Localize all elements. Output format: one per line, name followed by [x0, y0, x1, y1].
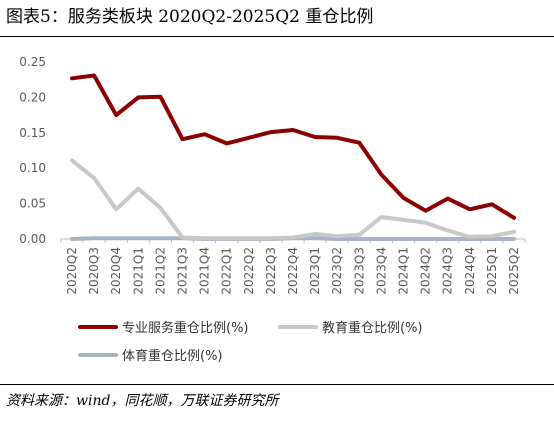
- y-tick-label: 0.25: [19, 55, 46, 69]
- x-tick-label: 2024Q3: [441, 247, 455, 295]
- x-tick-label: 2022Q2: [242, 247, 256, 295]
- x-tick-label: 2020Q2: [65, 247, 79, 295]
- legend-label: 教育重仓比例(%): [322, 320, 423, 336]
- legend-label: 体育重仓比例(%): [122, 348, 223, 364]
- x-tick-label: 2025Q1: [485, 247, 499, 295]
- series-line-0: [70, 73, 516, 220]
- y-axis: 0.00 0.05 0.10 0.15 0.20 0.25: [19, 55, 46, 246]
- x-tick-label: 2023Q4: [374, 247, 388, 295]
- x-tick-label: 2023Q3: [352, 247, 366, 295]
- x-tick-label: 2024Q4: [463, 247, 477, 295]
- x-tick-label: 2024Q2: [419, 247, 433, 295]
- x-tick-label: 2023Q1: [308, 247, 322, 295]
- y-tick-label: 0.15: [19, 126, 46, 140]
- x-axis: 2020Q2 2020Q3 2020Q4 2021Q1 2021Q2 2021Q3 2021…: [60, 238, 526, 295]
- x-tick-label: 2022Q4: [286, 247, 300, 295]
- source-note: 资料来源：wind，同花顺，万联证券研究所: [6, 393, 279, 409]
- x-tick-label: 2020Q4: [109, 247, 123, 295]
- x-tick-label: 2023Q2: [330, 247, 344, 295]
- chart-title: 图表5：服务类板块 2020Q2-2025Q2 重仓比例: [6, 7, 374, 27]
- y-tick-label: 0.00: [19, 232, 46, 246]
- source-divider: [0, 384, 554, 385]
- line-chart: 0.000.050.100.150.200.25 2020Q2 2020Q3 202…: [19, 55, 526, 364]
- x-tick-label: 2024Q1: [397, 247, 411, 295]
- y-tick-label: 0.20: [19, 90, 46, 104]
- x-tick-label: 2021Q1: [131, 247, 145, 295]
- x-tick-label: 2020Q3: [87, 247, 101, 295]
- legend-label: 专业服务重仓比例(%): [122, 320, 249, 336]
- x-tick-label: 2021Q4: [198, 247, 212, 295]
- x-tick-label: 2022Q3: [264, 247, 278, 295]
- x-tick-label: 2022Q1: [220, 247, 234, 295]
- y-tick-label: 0.10: [19, 161, 46, 175]
- x-tick-label: 2025Q2: [507, 247, 521, 295]
- legend: 专业服务重仓比例(%) 教育重仓比例(%) 体育重仓比例(%): [78, 320, 423, 364]
- y-tick-label: 0.05: [19, 197, 46, 211]
- x-tick-label: 2021Q3: [176, 247, 190, 295]
- title-divider: [0, 36, 554, 37]
- x-tick-label: 2021Q2: [153, 247, 167, 295]
- series-layer: [70, 73, 516, 241]
- series-line-1: [70, 158, 516, 241]
